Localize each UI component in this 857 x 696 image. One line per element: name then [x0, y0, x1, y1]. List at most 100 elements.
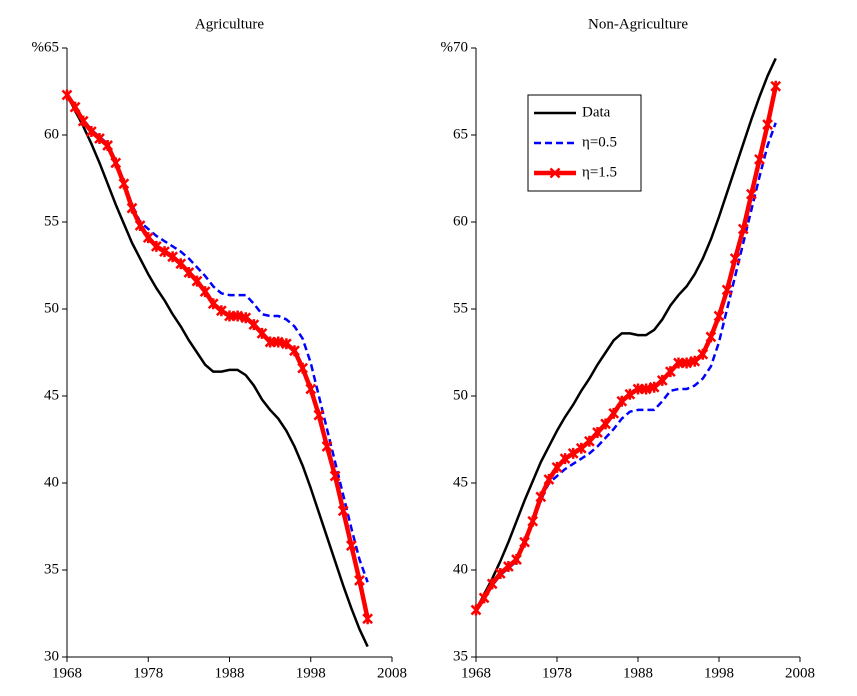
point-marker	[511, 554, 522, 566]
point-marker	[665, 366, 676, 378]
line	[65, 94, 369, 648]
y-tick-label: 40	[453, 561, 468, 577]
point-marker	[264, 336, 276, 348]
point-marker	[191, 275, 203, 287]
point-marker	[272, 336, 284, 348]
point-marker	[754, 153, 765, 165]
point-marker	[134, 219, 146, 231]
point-marker	[345, 540, 357, 552]
point-marker	[280, 338, 292, 350]
point-marker	[608, 407, 620, 419]
series	[474, 122, 777, 611]
y-tick-label: 50	[453, 387, 468, 403]
y-tick-label: 50	[44, 300, 59, 316]
y-tick-label: %70	[441, 39, 469, 55]
point-marker	[746, 188, 757, 200]
y-tick-label: 30	[44, 648, 59, 664]
point-marker	[240, 312, 252, 324]
line	[65, 94, 369, 583]
point-marker	[61, 89, 73, 101]
series	[61, 89, 374, 625]
point-marker	[729, 253, 741, 265]
point-marker	[551, 461, 563, 473]
y-tick-label: 55	[44, 213, 59, 229]
y-tick-label: 45	[453, 474, 468, 490]
point-marker	[543, 474, 555, 486]
point-marker	[640, 383, 652, 395]
line	[474, 122, 777, 611]
point-marker	[592, 427, 603, 439]
point-marker	[94, 132, 105, 144]
point-marker	[207, 298, 219, 310]
chart-title: Agriculture	[195, 16, 264, 32]
point-marker	[584, 435, 595, 447]
y-tick-label: 35	[44, 561, 59, 577]
point-marker	[519, 536, 530, 548]
point-marker	[175, 258, 187, 270]
point-marker	[224, 310, 235, 322]
series	[65, 94, 369, 648]
point-marker	[527, 515, 539, 527]
point-marker	[215, 305, 227, 317]
legend-marker	[549, 167, 561, 179]
point-marker	[721, 284, 733, 296]
point-marker	[232, 310, 244, 322]
point-marker	[600, 418, 611, 430]
point-marker	[110, 157, 122, 169]
point-marker	[85, 126, 97, 138]
point-marker	[321, 440, 333, 452]
x-tick-label: 1978	[542, 665, 572, 681]
x-tick-label: 2008	[785, 665, 815, 681]
point-marker	[118, 178, 130, 190]
point-marker	[737, 223, 749, 235]
legend-label: η=0.5	[582, 134, 617, 150]
point-marker	[762, 119, 773, 131]
x-tick-label: 1998	[296, 665, 326, 681]
point-marker	[713, 310, 725, 322]
point-marker	[167, 251, 179, 263]
point-marker	[248, 319, 260, 331]
point-marker	[632, 383, 644, 395]
point-marker	[470, 604, 482, 616]
point-marker	[329, 470, 341, 482]
point-marker	[656, 374, 668, 386]
series	[474, 57, 777, 611]
series	[470, 80, 782, 616]
point-marker	[362, 613, 374, 625]
point-marker	[77, 115, 89, 127]
point-marker	[705, 331, 717, 343]
x-tick-label: 1978	[133, 665, 163, 681]
point-marker	[673, 357, 684, 369]
point-marker	[150, 240, 162, 252]
y-tick-label: 60	[453, 213, 468, 229]
point-marker	[770, 80, 782, 92]
y-tick-label: 40	[44, 474, 59, 490]
series	[65, 94, 369, 583]
point-marker	[69, 101, 81, 113]
point-marker	[102, 139, 114, 151]
point-marker	[297, 362, 309, 374]
point-marker	[305, 383, 317, 395]
point-marker	[126, 202, 138, 214]
point-marker	[337, 505, 349, 517]
y-tick-label: %65	[32, 39, 60, 55]
y-tick-label: 60	[44, 126, 59, 142]
x-tick-label: 1998	[704, 665, 734, 681]
x-tick-label: 1988	[215, 665, 245, 681]
point-marker	[535, 491, 547, 503]
point-marker	[689, 355, 701, 367]
x-tick-label: 1968	[461, 665, 491, 681]
point-marker	[648, 381, 660, 393]
y-tick-label: 45	[44, 387, 59, 403]
legend: Data η=0.5 η=1.5	[527, 94, 642, 192]
point-marker	[567, 447, 579, 459]
point-marker	[159, 246, 170, 258]
line	[65, 93, 370, 620]
point-marker	[616, 395, 628, 407]
point-marker	[199, 286, 211, 298]
point-marker	[256, 327, 268, 339]
point-marker	[478, 592, 490, 604]
point-marker	[681, 357, 692, 369]
chart-title: Non-Agriculture	[588, 16, 688, 32]
